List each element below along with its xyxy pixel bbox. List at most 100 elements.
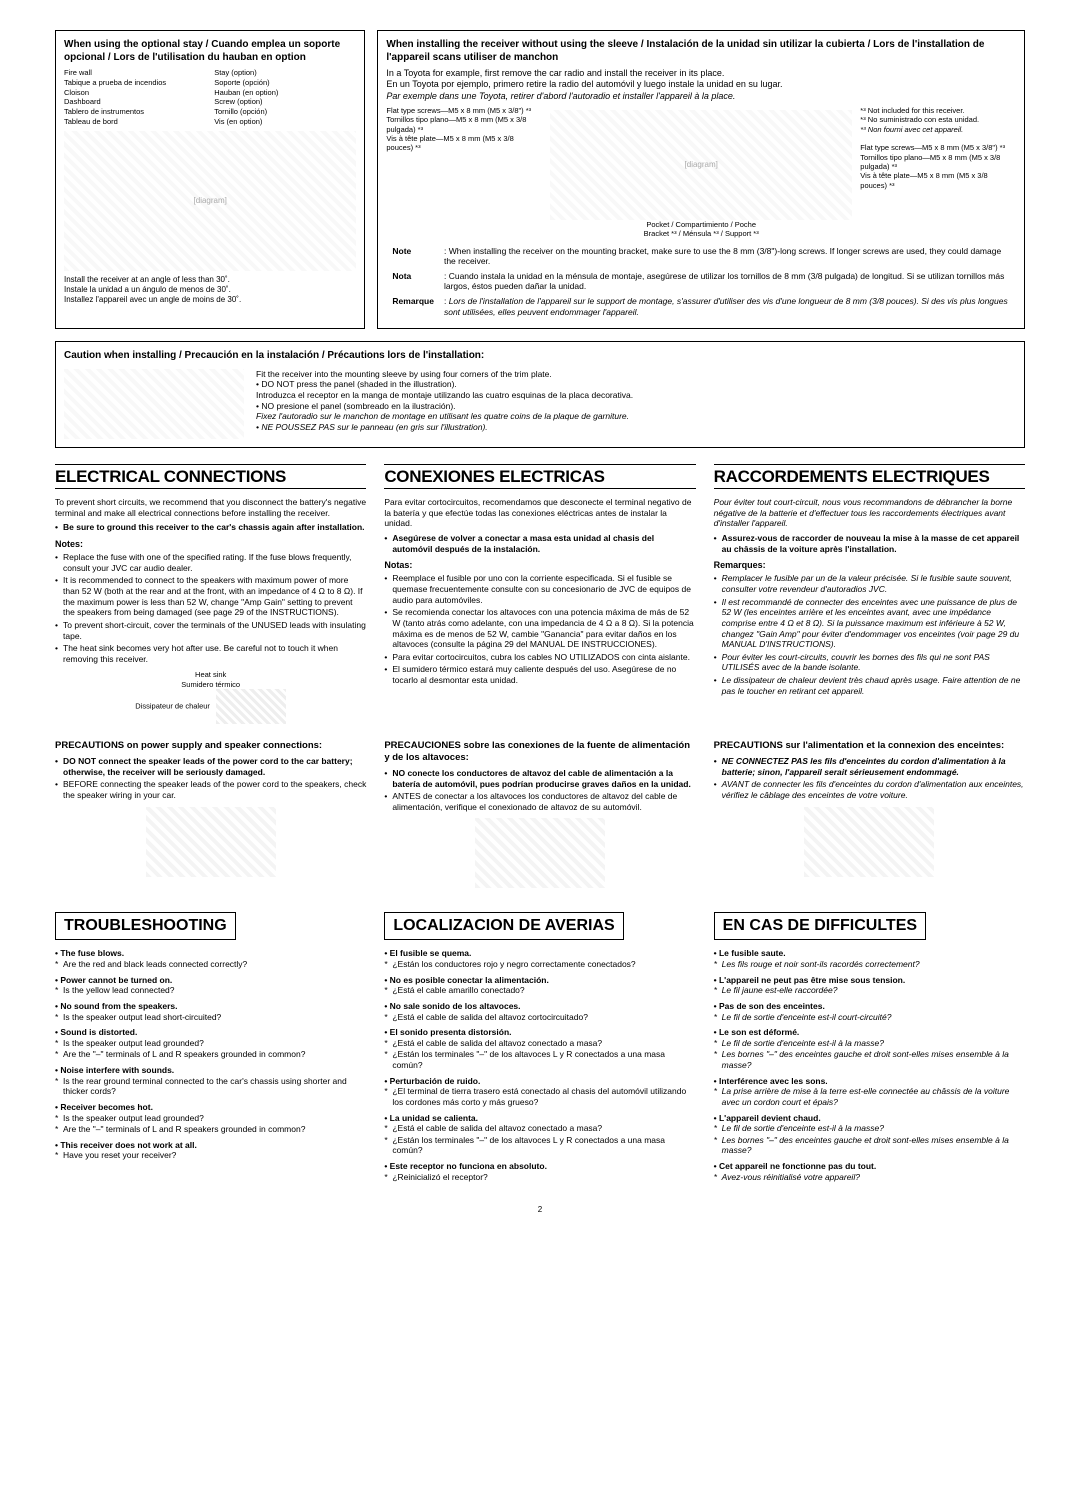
trbl-fr: EN CAS DE DIFFICULTES • Le fusible saute… [714, 912, 1025, 1187]
label-dashboard: DashboardTablero de instrumentosTableau … [64, 97, 144, 126]
heatsink-icon [216, 689, 286, 724]
prec-fr: PRECAUTIONS sur l'alimentation et la con… [714, 740, 1025, 894]
note3-en: *³ Not included for this receiver. [860, 106, 964, 115]
wiring-wrong-icon [475, 818, 605, 888]
trbl-list: • The fuse blows.Are the red and black l… [55, 948, 366, 1161]
trbl-item: • Este receptor no funciona en absoluto.… [384, 1161, 695, 1182]
trbl-question: • Noise interfere with sounds. [55, 1065, 366, 1076]
trbl-item: • Le son est déformé.Le fil de sortie d'… [714, 1027, 1025, 1071]
list-item: The heat sink becomes very hot after use… [55, 643, 366, 664]
trbl-item: • Sound is distorted.Is the speaker outp… [55, 1027, 366, 1060]
trbl-question: • Cet appareil ne fonctionne pas du tout… [714, 1161, 1025, 1172]
trbl-question: • El sonido presenta distorsión. [384, 1027, 695, 1038]
trbl-answers: Is the speaker output lead grounded?Are … [55, 1113, 366, 1135]
electrical-section: ELECTRICAL CONNECTIONS To prevent short … [55, 464, 1025, 724]
intro: Para evitar cortocircuitos, recomendamos… [384, 497, 695, 529]
trbl-answers: Are the red and black leads connected co… [55, 959, 366, 970]
trbl-answer: ¿Está el cable amarillo conectado? [384, 985, 695, 996]
note3-fr: *³ Non fourni avec cet appareil. [860, 125, 963, 134]
trbl-question: • No es posible conectar la alimentación… [384, 975, 695, 986]
notes-heading: Remarques: [714, 560, 1025, 571]
trbl-answer: ¿Está el cable de salida del altavoz con… [384, 1038, 695, 1049]
trbl-item: • No es posible conectar la alimentación… [384, 975, 695, 996]
list-item: Il est recommandé de connecter des encei… [714, 597, 1025, 650]
list-item: AVANT de connecter les fils d'enceintes … [714, 779, 1025, 800]
trbl-question: • Receiver becomes hot. [55, 1102, 366, 1113]
screws-label: Flat type screws—M5 x 8 mm (M5 x 3/8") *… [386, 106, 542, 153]
trbl-answers: ¿Está el cable de salida del altavoz con… [384, 1038, 695, 1071]
trbl-answers: Is the yellow lead connected? [55, 985, 366, 996]
heatsink-block: Heat sinkSumidero térmicoDissipateur de … [55, 670, 366, 724]
caution-box: Caution when installing / Precaución en … [55, 341, 1025, 448]
trbl-answer: Is the speaker output lead short-circuit… [55, 1012, 366, 1023]
section-heading: ELECTRICAL CONNECTIONS [55, 464, 366, 489]
trbl-item: • Cet appareil ne fonctionne pas du tout… [714, 1161, 1025, 1182]
trbl-answers: ¿Está el cable amarillo conectado? [384, 985, 695, 996]
trbl-item: • Noise interfere with sounds.Is the rea… [55, 1065, 366, 1097]
prec-title: PRECAUTIONS sur l'alimentation et la con… [714, 740, 1025, 752]
wiring-ok-icon [804, 807, 934, 877]
prec-list: DO NOT connect the speaker leads of the … [55, 756, 366, 801]
prec-en: PRECAUTIONS on power supply and speaker … [55, 740, 366, 894]
label-stay: Stay (option)Soporte (opción)Hauban (en … [214, 68, 278, 97]
caution-line: Fit the receiver into the mounting sleev… [256, 369, 552, 379]
list-item: Para evitar cortocircuitos, cubra los ca… [384, 652, 695, 663]
trbl-item: • No sale sonido de los altavoces.¿Está … [384, 1001, 695, 1022]
optional-stay-box: When using the optional stay / Cuando em… [55, 30, 365, 329]
trbl-answer: Is the speaker output lead grounded? [55, 1038, 366, 1049]
trbl-item: • The fuse blows.Are the red and black l… [55, 948, 366, 969]
list-item: Le dissipateur de chaleur devient très c… [714, 675, 1025, 696]
trbl-answers: ¿Está el cable de salida del altavoz con… [384, 1123, 695, 1156]
trbl-item: • Pas de son des enceintes.Le fil de sor… [714, 1001, 1025, 1022]
caution-title: Caution when installing / Precaución en … [64, 350, 1016, 363]
box-title: When installing the receiver without usi… [386, 39, 1016, 64]
no-sleeve-box: When installing the receiver without usi… [377, 30, 1025, 329]
list-item: To prevent short-circuit, cover the term… [55, 620, 366, 641]
trbl-question: • No sale sonido de los altavoces. [384, 1001, 695, 1012]
trbl-answer: Avez-vous réinitialisé votre appareil? [714, 1172, 1025, 1183]
note-en: When installing the receiver on the moun… [444, 246, 1001, 267]
intro-text: In a Toyota for example, first remove th… [386, 68, 1016, 102]
caution-line: Introduzca el receptor en la manga de mo… [256, 390, 633, 400]
trbl-answers: ¿Reinicializó el receptor? [384, 1172, 695, 1183]
notes-heading: Notes: [55, 539, 366, 550]
trbl-answers: ¿Está el cable de salida del altavoz cor… [384, 1012, 695, 1023]
prec-title: PRECAUCIONES sobre las conexiones de la … [384, 740, 695, 764]
list-item: DO NOT connect the speaker leads of the … [55, 756, 366, 777]
trbl-answers: ¿Están los conductores rojo y negro corr… [384, 959, 695, 970]
intro-en: In a Toyota for example, first remove th… [386, 68, 724, 78]
label-firewall: Fire wallTabique a prueba de incendiosCl… [64, 68, 166, 97]
trbl-question: • Power cannot be turned on. [55, 975, 366, 986]
precautions-section: PRECAUTIONS on power supply and speaker … [55, 740, 1025, 894]
section-heading: RACCORDEMENTS ELECTRIQUES [714, 464, 1025, 489]
trbl-item: • El sonido presenta distorsión.¿Está el… [384, 1027, 695, 1071]
trbl-question: • Interférence avec les sons. [714, 1076, 1025, 1087]
trbl-answers: Have you reset your receiver? [55, 1150, 366, 1161]
col-fr: RACCORDEMENTS ELECTRIQUES Pour éviter to… [714, 464, 1025, 724]
trbl-answer: Is the yellow lead connected? [55, 985, 366, 996]
trbl-item: • El fusible se quema.¿Están los conduct… [384, 948, 695, 969]
bold-note: Asegúrese de volver a conectar a masa es… [384, 533, 695, 554]
list-item: Reemplace el fusible por uno con la corr… [384, 573, 695, 605]
list-item: El sumidero térmico estará muy caliente … [384, 664, 695, 685]
note-label: Note [388, 245, 438, 268]
caution-line: • DO NOT press the panel (shaded in the … [256, 379, 457, 389]
trbl-question: • L'appareil ne peut pas être mise sous … [714, 975, 1025, 986]
caution-line: Fixez l'autoradio sur le manchon de mont… [256, 411, 629, 421]
trbl-answer: ¿El terminal de tierra trasero está cone… [384, 1086, 695, 1107]
list-item: Replace the fuse with one of the specifi… [55, 552, 366, 573]
trbl-item: • La unidad se calienta.¿Está el cable d… [384, 1113, 695, 1157]
trbl-question: • No sound from the speakers. [55, 1001, 366, 1012]
left-diagram-labels: Fire wallTabique a prueba de incendiosCl… [64, 68, 356, 127]
trbl-answer: La prise arrière de mise à la terre est-… [714, 1086, 1025, 1107]
pocket-label: Pocket / Compartimiento / Poche [550, 220, 852, 229]
section-heading: LOCALIZACION DE AVERIAS [384, 912, 623, 940]
trbl-item: • Perturbación de ruido.¿El terminal de … [384, 1076, 695, 1108]
trbl-answer: ¿Reinicializó el receptor? [384, 1172, 695, 1183]
trbl-question: • Le fusible saute. [714, 948, 1025, 959]
notes-list: Reemplace el fusible por uno con la corr… [384, 573, 695, 685]
trbl-answer: Is the speaker output lead grounded? [55, 1113, 366, 1124]
notes-heading: Notas: [384, 560, 695, 571]
trbl-answer: ¿Están los terminales "–" de los altavoc… [384, 1135, 695, 1156]
trbl-question: • La unidad se calienta. [384, 1113, 695, 1124]
